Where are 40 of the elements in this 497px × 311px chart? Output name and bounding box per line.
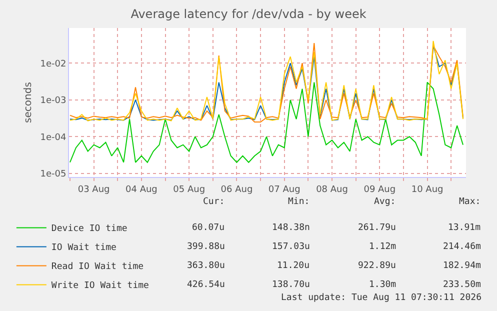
y-tick-label: 1e-02 [40, 59, 66, 70]
x-tick-label: 07 Aug [268, 184, 300, 195]
text: 399.88u [187, 242, 225, 252]
text: Cur: [203, 197, 225, 207]
x-tick-label: 09 Aug [364, 184, 396, 195]
y-tick-label: 1e-03 [40, 96, 66, 106]
text: 157.03u [272, 242, 310, 252]
legend-label: IO Wait time [51, 243, 116, 254]
text: 261.79u [358, 223, 396, 233]
text: Max: [459, 197, 481, 207]
text: 60.07u [192, 223, 225, 233]
text: 214.46m [443, 242, 481, 252]
line-series [69, 82, 464, 163]
text: 148.38n [272, 223, 310, 233]
x-tick-label: 10 Aug [411, 184, 444, 195]
x-tick-label: 08 Aug [316, 184, 348, 195]
text: Last update: Tue Aug 11 07:30:11 2026 [281, 293, 482, 303]
text: 11.20u [277, 261, 310, 271]
x-tick-label: 06 Aug [220, 184, 253, 195]
legend-label: Read IO Wait time [51, 262, 144, 272]
text: 1.30m [369, 280, 396, 290]
x-tick-label: 05 Aug [173, 184, 206, 195]
chart-title: Average latency for /dev/vda - by week [130, 7, 366, 22]
text: 182.94m [443, 261, 481, 271]
y-tick-label: 1e-05 [40, 170, 66, 180]
text: Avg: [374, 197, 396, 207]
text: 233.50m [443, 280, 481, 290]
y-axis-title: seconds [23, 82, 34, 123]
x-tick-label: 03 Aug [78, 184, 110, 195]
text: Min: [288, 197, 310, 207]
text: 426.54u [187, 280, 225, 290]
x-tick-label: 04 Aug [126, 184, 158, 195]
text: 363.80u [187, 261, 225, 271]
text: 922.89u [358, 261, 396, 271]
text: 1.12m [369, 242, 396, 252]
legend-label: Write IO Wait time [51, 281, 149, 292]
legend-label: Device IO time [51, 224, 128, 234]
y-tick-label: 1e-04 [40, 132, 66, 143]
text: 13.91m [448, 223, 481, 233]
text: 138.70u [272, 280, 310, 290]
